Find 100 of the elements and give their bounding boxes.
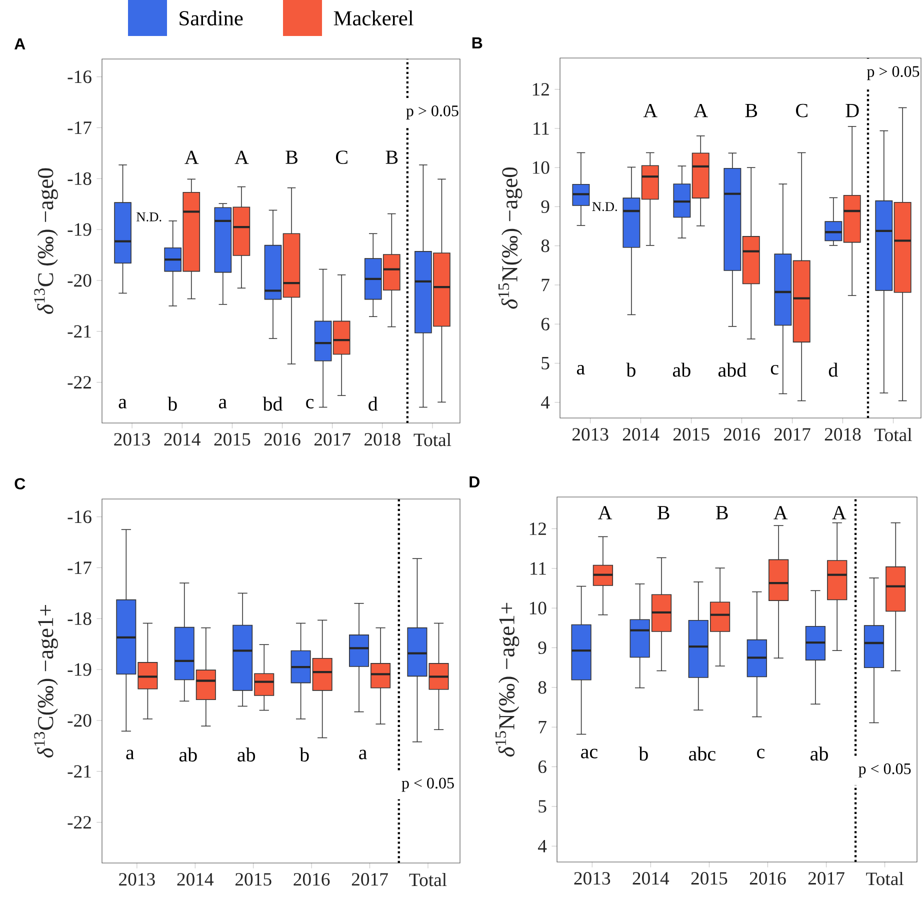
y-tick-label: 11: [530, 562, 546, 575]
annotation: b: [626, 362, 636, 377]
annotation: p > 0.05: [866, 66, 920, 80]
annotation: abd: [718, 362, 746, 377]
y-tick-label: 10: [530, 602, 546, 614]
annotation: p > 0.05: [406, 105, 458, 120]
x-tick-label: 2017: [808, 872, 844, 885]
x-tick-label: 2016: [264, 433, 300, 446]
y-tick-label: 11: [534, 122, 549, 135]
x-tick-label: 2014: [622, 428, 660, 441]
annotation: A: [598, 506, 612, 520]
y-tick-label: -16: [68, 510, 92, 524]
annotation: b: [300, 748, 309, 762]
x-tick-label: 2017: [314, 433, 350, 446]
y-tick-label: -22: [68, 816, 91, 828]
y-axis-title: δ$^{15}$N(‰) −age1+: [495, 602, 520, 757]
annotation: A: [234, 150, 249, 164]
x-tick-label: 2016: [294, 873, 330, 886]
chart-title: D: [470, 476, 480, 488]
x-tick-label: 2018: [824, 428, 861, 441]
y-tick-label: 12: [530, 522, 546, 535]
annotation: a: [359, 750, 367, 760]
y-tick-label: 7: [542, 278, 550, 292]
annotation: A: [184, 150, 199, 164]
annotation: N.D.: [136, 212, 162, 222]
y-tick-label: 9: [541, 200, 550, 213]
annotation: bd: [262, 396, 282, 411]
annotation: B: [286, 150, 298, 164]
y-axis-title: δ$^{15}$N(‰) −age0: [498, 167, 522, 309]
annotation: a: [576, 364, 585, 375]
chart-title: B: [472, 37, 482, 48]
annotation: ab: [179, 748, 197, 762]
x-tick-label: 2014: [177, 873, 214, 886]
y-tick-label: 4: [540, 396, 550, 408]
x-tick-label: 2013: [572, 428, 608, 441]
annotation: a: [118, 398, 127, 408]
annotation: a: [218, 398, 227, 408]
y-tick-label: 8: [541, 240, 550, 252]
x-tick-label: 2018: [364, 433, 400, 446]
annotation: ab: [238, 748, 256, 762]
y-tick-label: 10: [532, 161, 550, 174]
annotation: d: [828, 362, 838, 377]
annotation: c: [306, 398, 314, 409]
y-tick-label: 6: [541, 318, 550, 330]
x-tick-label: Total: [414, 433, 452, 446]
y-tick-label: -17: [68, 122, 92, 134]
annotation: A: [832, 506, 846, 520]
y-axis-title: δ$^{13}$C (‰) −age0: [34, 168, 58, 314]
x-tick-label: 2013: [574, 872, 610, 885]
y-tick-label: -20: [68, 714, 92, 727]
annotation: B: [657, 506, 670, 520]
annotation: b: [168, 396, 177, 411]
annotation: c: [757, 748, 765, 758]
y-tick-label: 9: [538, 641, 546, 654]
y-tick-label: -20: [68, 274, 92, 287]
x-tick-label: 2013: [114, 433, 150, 446]
y-tick-label: 12: [532, 83, 549, 96]
annotation: ac: [581, 748, 598, 758]
annotation: C: [796, 104, 808, 118]
x-tick-label: Total: [409, 873, 447, 886]
annotation: A: [694, 104, 708, 118]
annotation: ab: [810, 746, 828, 761]
y-tick-label: -17: [68, 562, 92, 574]
y-axis-title: δ$^{13}$C(‰) −age1+: [34, 605, 58, 758]
y-tick-label: -19: [68, 223, 92, 236]
y-tick-label: -22: [68, 376, 91, 388]
annotation: b: [638, 746, 648, 761]
annotation: D: [846, 104, 859, 118]
x-tick-label: 2013: [119, 873, 155, 886]
annotation: A: [774, 506, 788, 520]
y-tick-label: 5: [542, 357, 550, 370]
x-tick-label: 2017: [774, 428, 810, 441]
annotation: B: [745, 104, 758, 118]
x-tick-label: 2014: [632, 872, 670, 885]
annotation: ab: [672, 362, 690, 377]
x-tick-label: 2015: [236, 873, 272, 886]
annotation: abc: [689, 746, 716, 761]
y-tick-label: 6: [538, 760, 546, 774]
y-tick-label: -16: [68, 70, 92, 84]
x-tick-label: 2017: [352, 873, 388, 886]
y-tick-label: -21: [68, 325, 91, 338]
annotation: a: [126, 750, 134, 760]
y-tick-label: -21: [68, 765, 91, 778]
legend-label: Mackerel: [334, 10, 414, 26]
legend-label: Sardine: [180, 10, 243, 26]
annotation: C: [336, 150, 348, 164]
annotation: B: [386, 150, 398, 164]
annotation: N.D.: [592, 202, 617, 212]
x-tick-label: Total: [866, 872, 904, 886]
y-tick-label: 5: [538, 800, 546, 813]
y-tick-label: 7: [538, 720, 546, 734]
annotation: d: [368, 396, 378, 411]
annotation: B: [716, 506, 728, 520]
x-tick-label: 2016: [724, 428, 760, 441]
x-tick-label: 2015: [673, 428, 710, 441]
x-tick-label: Total: [874, 428, 912, 442]
chart-title: C: [14, 478, 26, 490]
y-tick-label: 4: [538, 840, 547, 852]
y-tick-label: -18: [68, 612, 92, 625]
x-tick-label: 2015: [691, 872, 728, 885]
